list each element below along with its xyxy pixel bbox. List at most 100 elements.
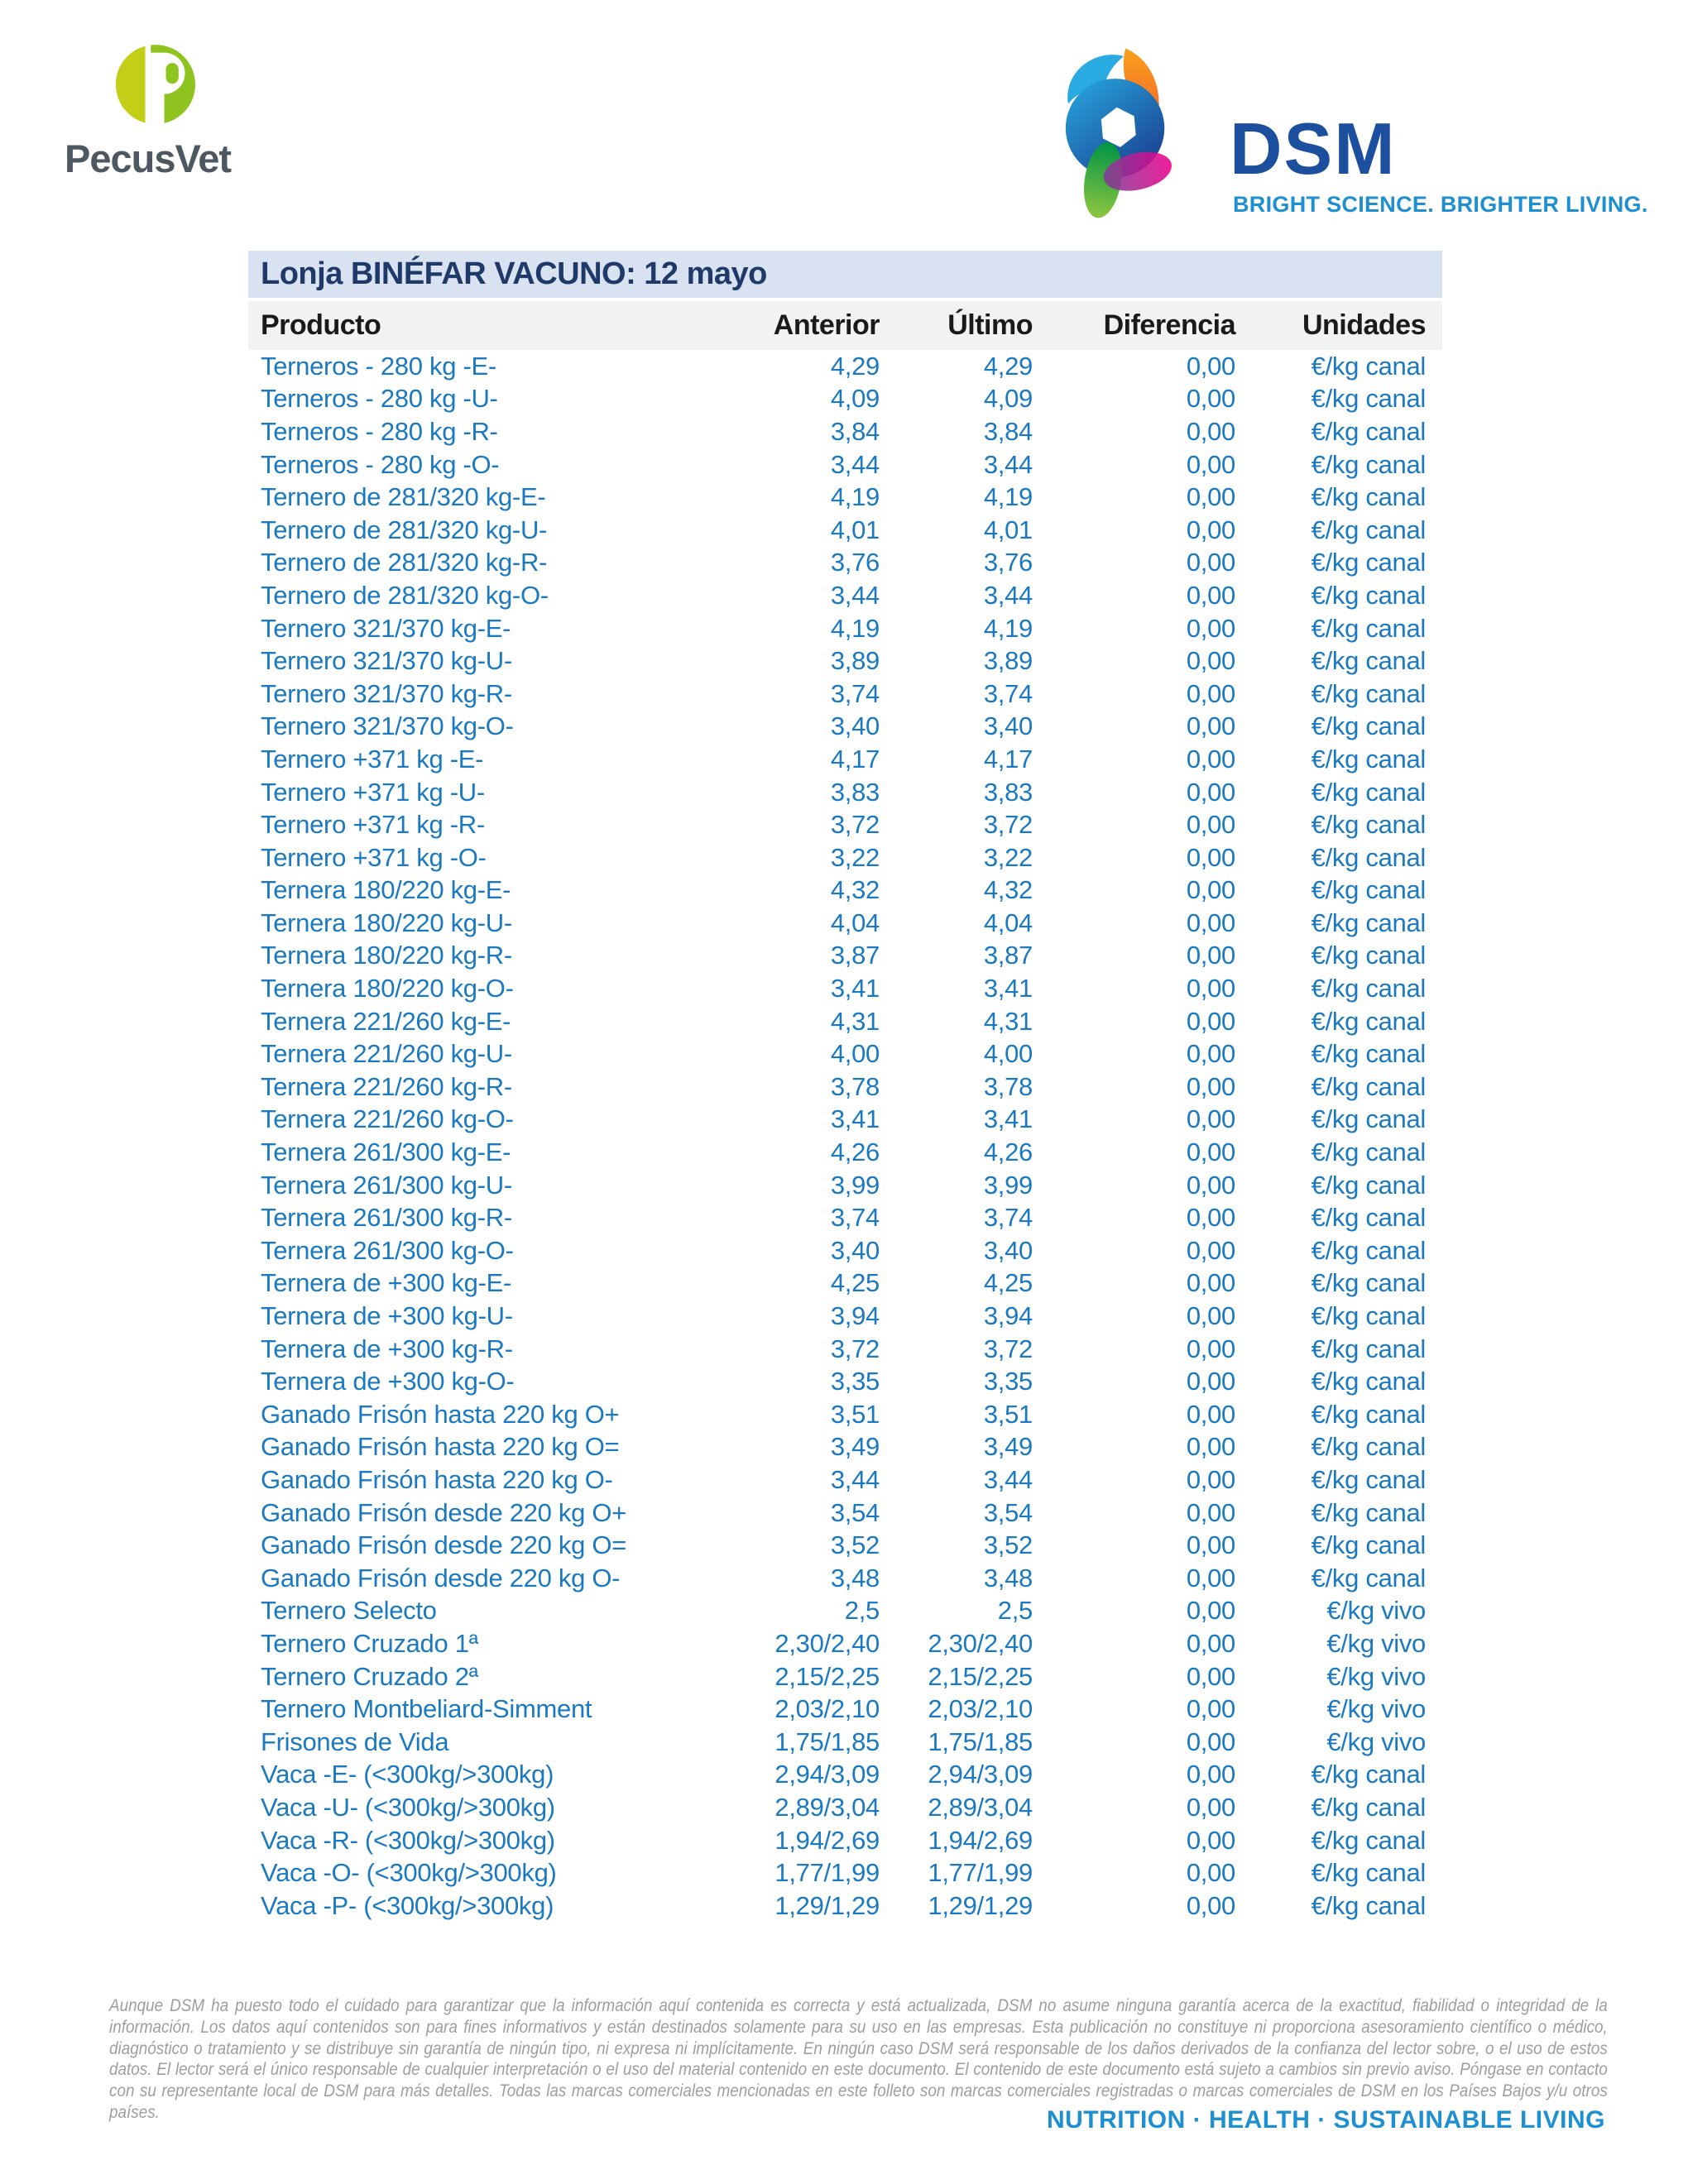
product-cell: Ternera 261/300 kg-E- xyxy=(261,1138,511,1167)
table-body: Terneros - 280 kg -E- 4,29 4,29 0,00 €/kg ca… xyxy=(248,350,1442,1923)
unidades-cell: €/kg canal xyxy=(1311,1071,1427,1101)
ultimo-cell: 2,30/2,40 xyxy=(928,1628,1033,1658)
product-cell: Ternero de 281/320 kg-E- xyxy=(261,482,546,512)
diferencia-cell: 0,00 xyxy=(1186,1596,1235,1626)
unidades-cell: €/kg canal xyxy=(1311,744,1427,774)
unidades-cell: €/kg vivo xyxy=(1326,1628,1426,1658)
ultimo-cell: 3,40 xyxy=(983,1235,1033,1265)
ultimo-cell: 1,94/2,69 xyxy=(928,1825,1033,1855)
product-cell: Ternero +371 kg -R- xyxy=(261,810,485,840)
unidades-cell: €/kg canal xyxy=(1311,1825,1427,1855)
anterior-cell: 3,52 xyxy=(830,1530,880,1560)
unidades-cell: €/kg canal xyxy=(1311,351,1427,381)
anterior-cell: 4,26 xyxy=(830,1138,880,1167)
table-row: Ternero +371 kg -U- 3,83 3,83 0,00 €/kg cana… xyxy=(248,776,1442,809)
pecusvet-logo-text: PecusVet xyxy=(65,136,232,180)
diferencia-cell: 0,00 xyxy=(1186,810,1235,840)
diferencia-cell: 0,00 xyxy=(1186,482,1235,512)
ultimo-cell: 2,94/3,09 xyxy=(928,1760,1033,1789)
unidades-cell: €/kg canal xyxy=(1311,449,1427,479)
ultimo-cell: 4,17 xyxy=(983,744,1033,774)
table-row: Ternera 261/300 kg-O- 3,40 3,40 0,00 €/kg ca… xyxy=(248,1234,1442,1267)
diferencia-cell: 0,00 xyxy=(1186,1104,1235,1134)
anterior-cell: 3,78 xyxy=(830,1071,880,1101)
unidades-cell: €/kg canal xyxy=(1311,1170,1427,1200)
product-cell: Ganado Frisón desde 220 kg O- xyxy=(261,1563,621,1592)
product-cell: Ternera 221/260 kg-O- xyxy=(261,1104,514,1134)
ultimo-cell: 3,44 xyxy=(983,1464,1033,1494)
anterior-cell: 4,19 xyxy=(830,482,880,512)
unidades-cell: €/kg canal xyxy=(1311,384,1427,414)
diferencia-cell: 0,00 xyxy=(1186,384,1235,414)
ultimo-cell: 3,99 xyxy=(983,1170,1033,1200)
column-header-producto: Producto xyxy=(261,309,381,341)
column-header-unidades: Unidades xyxy=(1302,309,1427,341)
unidades-cell: €/kg canal xyxy=(1311,875,1427,905)
diferencia-cell: 0,00 xyxy=(1186,515,1235,544)
diferencia-cell: 0,00 xyxy=(1186,580,1235,610)
product-cell: Ternera 261/300 kg-R- xyxy=(261,1203,512,1233)
product-cell: Vaca -O- (<300kg/>300kg) xyxy=(261,1858,557,1888)
table-row: Ternera 221/260 kg-U- 4,00 4,00 0,00 €/kg ca… xyxy=(248,1037,1442,1070)
table-row: Ganado Frisón hasta 220 kg O= 3,49 3,49 0,0… xyxy=(248,1431,1442,1464)
diferencia-cell: 0,00 xyxy=(1186,711,1235,741)
diferencia-cell: 0,00 xyxy=(1186,941,1235,970)
anterior-cell: 3,41 xyxy=(830,974,880,1003)
table-row: Ternero 321/370 kg-U- 3,89 3,89 0,00 €/kg ca… xyxy=(248,644,1442,678)
anterior-cell: 3,51 xyxy=(830,1399,880,1429)
anterior-cell: 3,87 xyxy=(830,941,880,970)
unidades-cell: €/kg canal xyxy=(1311,1367,1427,1396)
table-title: Lonja BINÉFAR VACUNO: 12 mayo xyxy=(248,251,1442,298)
product-cell: Ternero de 281/320 kg-O- xyxy=(261,580,549,610)
product-cell: Ternera 180/220 kg-U- xyxy=(261,908,512,937)
anterior-cell: 3,40 xyxy=(830,711,880,741)
table-row: Ternera de +300 kg-R- 3,72 3,72 0,00 €/kg ca… xyxy=(248,1333,1442,1366)
diferencia-cell: 0,00 xyxy=(1186,1170,1235,1200)
table-row: Ternero Cruzado 1ª 2,30/2,40 2,30/2,40 0,00… xyxy=(248,1627,1442,1660)
unidades-cell: €/kg canal xyxy=(1311,482,1427,512)
ultimo-cell: 4,32 xyxy=(983,875,1033,905)
diferencia-cell: 0,00 xyxy=(1186,875,1235,905)
table-row: Terneros - 280 kg -R- 3,84 3,84 0,00 €/kg ca… xyxy=(248,415,1442,448)
diferencia-cell: 0,00 xyxy=(1186,1792,1235,1822)
dsm-motto: NUTRITION · HEALTH · SUSTAINABLE LIVING xyxy=(1046,2106,1605,2134)
product-cell: Ternera de +300 kg-O- xyxy=(261,1367,515,1396)
table-row: Ganado Frisón hasta 220 kg O- 3,44 3,44 0,0… xyxy=(248,1463,1442,1497)
diferencia-cell: 0,00 xyxy=(1186,1039,1235,1069)
product-cell: Ternero Cruzado 2ª xyxy=(261,1661,478,1691)
table-row: Ternero de 281/320 kg-R- 3,76 3,76 0,00 €/kg… xyxy=(248,547,1442,580)
ultimo-cell: 4,00 xyxy=(983,1039,1033,1069)
diferencia-cell: 0,00 xyxy=(1186,1432,1235,1462)
product-cell: Vaca -E- (<300kg/>300kg) xyxy=(261,1760,554,1789)
diferencia-cell: 0,00 xyxy=(1186,1006,1235,1036)
product-cell: Ternero 321/370 kg-E- xyxy=(261,613,511,643)
unidades-cell: €/kg canal xyxy=(1311,777,1427,807)
unidades-cell: €/kg canal xyxy=(1311,1268,1427,1298)
unidades-cell: €/kg canal xyxy=(1311,1334,1427,1363)
unidades-cell: €/kg canal xyxy=(1311,1235,1427,1265)
diferencia-cell: 0,00 xyxy=(1186,1858,1235,1888)
product-cell: Ternero +371 kg -E- xyxy=(261,744,484,774)
table-row: Terneros - 280 kg -E- 4,29 4,29 0,00 €/kg ca… xyxy=(248,350,1442,383)
anterior-cell: 4,25 xyxy=(830,1268,880,1298)
product-cell: Ternera 180/220 kg-O- xyxy=(261,974,514,1003)
table-row: Ganado Frisón hasta 220 kg O+ 3,51 3,51 0,0… xyxy=(248,1398,1442,1431)
anterior-cell: 3,74 xyxy=(830,1203,880,1233)
table-row: Ternera 180/220 kg-R- 3,87 3,87 0,00 €/kg ca… xyxy=(248,940,1442,973)
column-header-ultimo: Último xyxy=(947,309,1033,341)
ultimo-cell: 4,29 xyxy=(983,351,1033,381)
table-row: Ternero 321/370 kg-R- 3,74 3,74 0,00 €/kg ca… xyxy=(248,678,1442,711)
unidades-cell: €/kg canal xyxy=(1311,1530,1427,1560)
unidades-cell: €/kg canal xyxy=(1311,1104,1427,1134)
anterior-cell: 3,72 xyxy=(830,1334,880,1363)
table-row: Vaca -U- (<300kg/>300kg) 2,89/3,04 2,89/3,… xyxy=(248,1791,1442,1824)
unidades-cell: €/kg canal xyxy=(1311,1760,1427,1789)
unidades-cell: €/kg canal xyxy=(1311,1497,1427,1527)
anterior-cell: 3,44 xyxy=(830,580,880,610)
table-row: Ternero +371 kg -R- 3,72 3,72 0,00 €/kg cana… xyxy=(248,808,1442,841)
anterior-cell: 4,32 xyxy=(830,875,880,905)
ultimo-cell: 3,74 xyxy=(983,678,1033,708)
diferencia-cell: 0,00 xyxy=(1186,842,1235,872)
diferencia-cell: 0,00 xyxy=(1186,1694,1235,1724)
ultimo-cell: 3,89 xyxy=(983,646,1033,676)
